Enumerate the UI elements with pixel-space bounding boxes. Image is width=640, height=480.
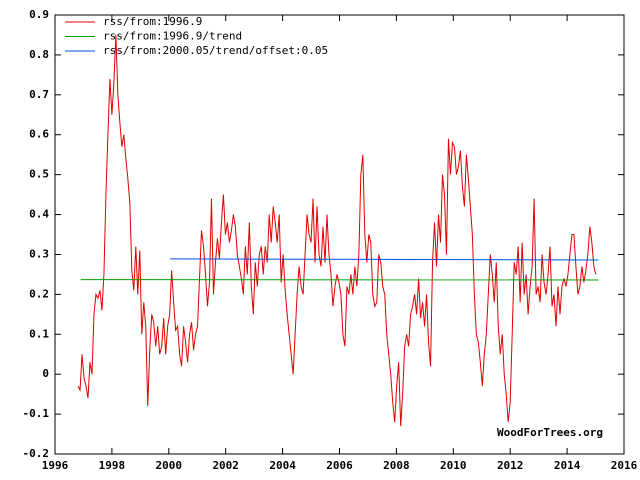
y-tick-label: -0.2: [23, 447, 50, 460]
y-tick-label: 0.4: [29, 208, 49, 221]
x-tick-label: 2014: [554, 459, 581, 472]
y-tick-label: 0.7: [29, 88, 49, 101]
annotation: WoodForTrees.org: [497, 426, 603, 439]
y-tick-label: 0.1: [29, 327, 49, 340]
x-tick-label: 1996: [42, 459, 69, 472]
x-tick-label: 2006: [326, 459, 353, 472]
plot-frame: [54, 14, 625, 455]
y-tick-label: 0.2: [29, 287, 49, 300]
legend-label: rss/from:1996.9/trend: [103, 30, 242, 43]
y-tick-label: 0.9: [29, 8, 49, 21]
y-tick-label: 0.8: [29, 48, 49, 61]
y-tick-label: 0.6: [29, 128, 49, 141]
x-tick-label: 2010: [440, 459, 467, 472]
y-tick-label: -0.1: [23, 407, 50, 420]
x-tick-label: 1998: [99, 459, 126, 472]
y-tick-label: 0.3: [29, 247, 49, 260]
legend-label: rss/from:2000.05/trend/offset:0.05: [103, 44, 328, 57]
legend-label: rss/from:1996.9: [103, 15, 202, 28]
y-tick-label: 0.5: [29, 168, 49, 181]
x-tick-label: 2008: [383, 459, 410, 472]
legend: rss/from:1996.9 rss/from:1996.9/trendrss/…: [65, 15, 328, 57]
series-line: [77, 34, 597, 427]
x-tick-label: 2016: [611, 459, 638, 472]
series-line: [170, 258, 599, 261]
x-tick-label: 2000: [156, 459, 183, 472]
x-tick-label: 2012: [497, 459, 524, 472]
x-tick-label: 2002: [212, 459, 239, 472]
x-tick-label: 2004: [269, 459, 296, 472]
y-tick-label: 0: [42, 367, 49, 380]
